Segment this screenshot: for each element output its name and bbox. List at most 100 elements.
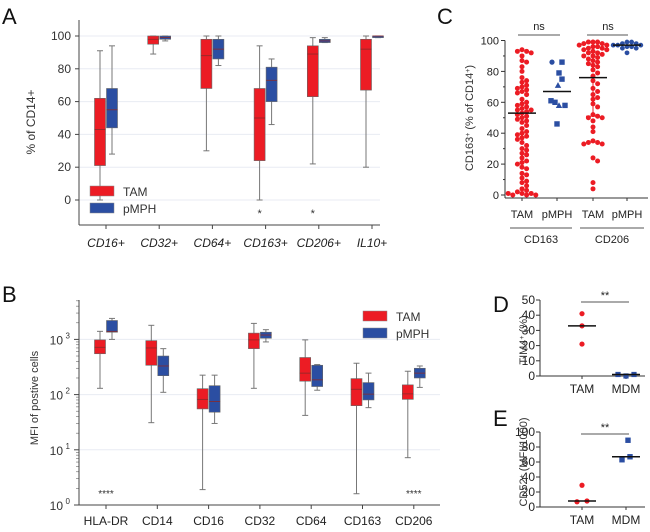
- y-tick-label: 20: [522, 485, 536, 499]
- data-point-tam: [524, 122, 530, 128]
- data-point-tam: [590, 155, 596, 161]
- y-tick-label: 10: [50, 333, 64, 347]
- y-tick-label: 0: [493, 190, 499, 202]
- data-point-tam: [599, 45, 605, 51]
- data-point-tam: [524, 118, 530, 124]
- data-point-tam: [519, 180, 525, 186]
- data-point-tam: [524, 113, 530, 119]
- y-tick-label: 20: [522, 339, 536, 353]
- data-point-tam: [595, 70, 601, 76]
- data-point-tam: [519, 58, 525, 64]
- data-point-tam: [590, 101, 596, 107]
- data-point-pmph: [555, 102, 563, 108]
- y-tick-exponent: 3: [66, 331, 71, 340]
- legend-label-tam: TAM: [123, 185, 147, 199]
- y-axis-label: % of CD14+: [24, 89, 38, 154]
- legend-swatch-pmph: [362, 327, 388, 339]
- y-tick-label: 80: [487, 66, 499, 78]
- data-point-tam: [519, 101, 525, 107]
- data-point-tam: [514, 102, 520, 108]
- data-point-tam: [599, 115, 605, 121]
- legend-label-pmph: pMPH: [396, 327, 429, 341]
- comparison-label: ns: [533, 21, 545, 33]
- data-point-tam: [519, 135, 525, 141]
- panel-c-scatter: 0 20 40 60 80 100 CD163+ (% of CD14+) TAM pMPH TA…: [464, 21, 648, 246]
- data-point-tam: [595, 88, 601, 94]
- data-point-tam: [595, 139, 601, 145]
- data-point-tam: [519, 47, 525, 53]
- x-tick-label: MDM: [612, 382, 641, 396]
- data-point-tam: [519, 146, 525, 152]
- tam-box: [145, 340, 158, 366]
- legend-swatch-tam: [89, 185, 115, 197]
- x-tick-label: HLA-DR: [84, 514, 129, 528]
- x-tick-label: CD163+: [243, 236, 287, 250]
- y-tick-label: 100: [51, 29, 71, 43]
- data-point-tam: [524, 78, 530, 84]
- x-tick-label: TAM: [570, 513, 594, 527]
- x-tick-label: CD16: [193, 514, 224, 528]
- data-point-tam: [590, 96, 596, 102]
- panel-letter-c: C: [437, 4, 453, 29]
- y-tick-label: 10: [50, 444, 64, 458]
- y-tick-label: 20: [58, 160, 72, 174]
- data-point-tam: [519, 64, 525, 70]
- data-point-tam: [595, 50, 601, 56]
- y-tick-label: 40: [58, 127, 72, 141]
- data-point-tam: [585, 61, 591, 67]
- data-point-tam: [524, 192, 530, 198]
- tam-box: [350, 378, 363, 406]
- y-tick-label: 10: [522, 354, 536, 368]
- data-point-pmph: [624, 50, 630, 56]
- x-tick-label: TAM: [511, 209, 533, 221]
- y-tick-exponent: 1: [66, 442, 71, 451]
- data-point-tam: [514, 189, 520, 195]
- data-point-pmph: [559, 59, 565, 65]
- tam-box: [200, 38, 213, 89]
- y-tick-label: 20: [487, 159, 499, 171]
- data-point-tam: [524, 166, 530, 172]
- data-point-tam: [595, 39, 601, 45]
- data-point-tam: [524, 82, 530, 88]
- x-tick-label: CD163: [344, 514, 382, 528]
- data-point-tam: [519, 119, 525, 125]
- data-point-tam: [599, 41, 605, 47]
- x-tick-label: IL10+: [357, 236, 387, 250]
- data-point-tam: [519, 130, 525, 136]
- data-point-tam: [519, 155, 525, 161]
- data-point-tam: [590, 53, 596, 59]
- data-point-tam: [524, 59, 530, 65]
- data-point-tam: [590, 186, 596, 192]
- data-point-tam: [519, 53, 525, 59]
- data-point-tam: [590, 39, 596, 45]
- data-point-tam: [576, 42, 582, 48]
- pmph-box: [106, 320, 118, 333]
- data-point-tam: [519, 84, 525, 90]
- y-axis-label: CD163+ (% of CD14+): [464, 65, 476, 171]
- y-tick-label: 60: [487, 97, 499, 109]
- legend-swatch-tam: [362, 310, 388, 322]
- data-point-tam: [519, 175, 525, 181]
- data-point-tam: [524, 92, 530, 98]
- data-point-tam: [524, 133, 530, 139]
- data-point-pmph: [624, 39, 630, 45]
- data-point-tam: [590, 62, 596, 68]
- data-point-tam: [590, 48, 596, 54]
- tam-box: [196, 388, 209, 410]
- data-point-tam: [590, 44, 596, 50]
- comparison-label: ns: [602, 21, 614, 33]
- tam-box: [401, 384, 414, 400]
- y-tick-label: 60: [58, 95, 72, 109]
- data-point-tam: [590, 124, 596, 130]
- tam-box: [299, 357, 312, 382]
- tam-box: [248, 332, 260, 349]
- y-tick-exponent: 0: [66, 497, 71, 506]
- data-point-tam: [595, 104, 601, 110]
- data-point-tam: [524, 129, 530, 135]
- panel-letter-a: A: [2, 4, 17, 29]
- y-axis-label: TIM4+ (%): [518, 315, 530, 364]
- data-point-tam: [519, 139, 525, 145]
- x-tick-label: CD16+: [87, 236, 125, 250]
- data-point-tam: [533, 192, 539, 198]
- data-point-tam: [514, 116, 520, 122]
